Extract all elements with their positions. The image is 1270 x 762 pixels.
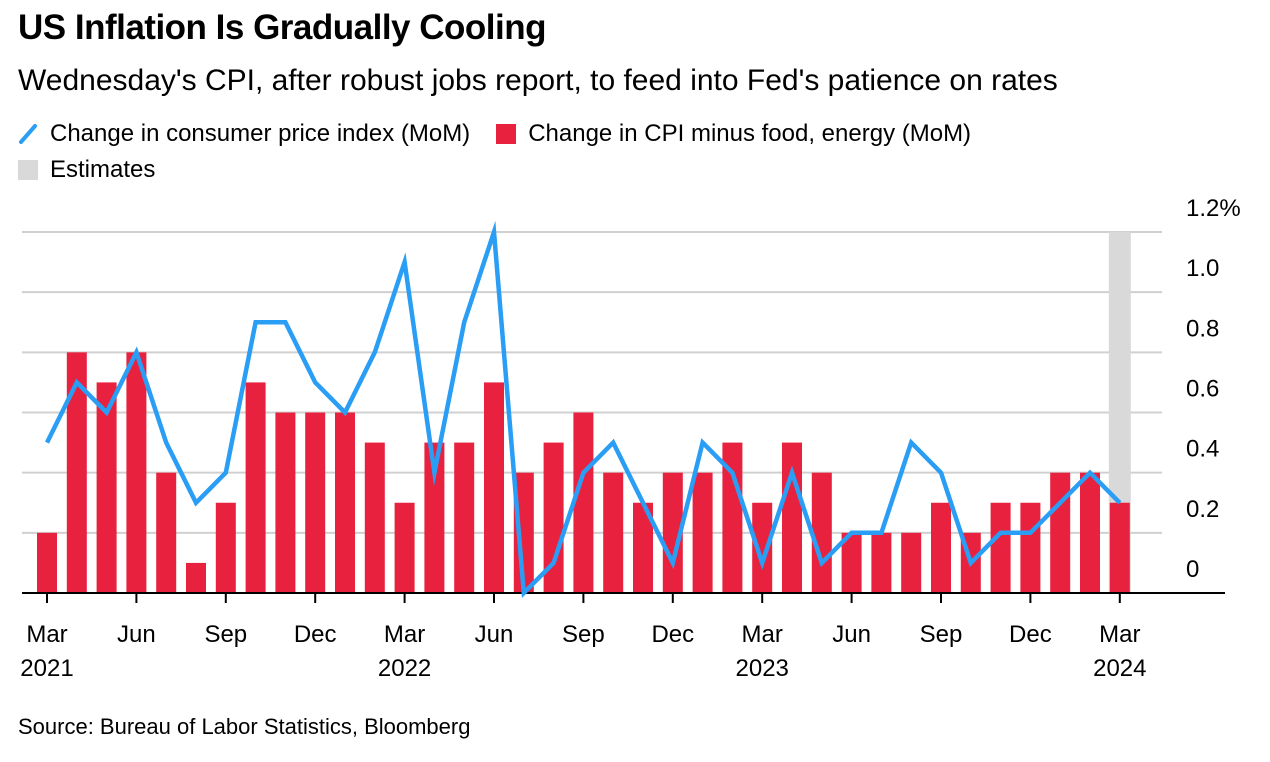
y-tick-label-5: 1.0 [1186, 255, 1219, 282]
x-tick-label-15: Jun [475, 621, 514, 648]
chart-subtitle: Wednesday's CPI, after robust jobs repor… [18, 64, 1058, 97]
bar-2023-04 [782, 442, 802, 593]
bar-2023-06 [841, 532, 862, 593]
bar-2022-06 [484, 382, 504, 593]
bar-2021-09 [215, 502, 236, 593]
bar-2021-04 [66, 352, 87, 593]
bar-2023-11 [990, 502, 1011, 593]
bar-2022-07 [513, 472, 534, 593]
x-tick-label-18: Sep [562, 621, 605, 648]
bar-2021-05 [96, 382, 117, 593]
y-tick-label-4: 0.8 [1186, 315, 1219, 342]
bar-2021-08 [186, 562, 206, 593]
y-tick-label-0: 0 [1186, 556, 1199, 583]
bar-2022-04 [424, 442, 445, 593]
bar-2023-09 [931, 502, 951, 593]
bar-2024-03 [1109, 502, 1130, 593]
bar-2023-02 [722, 442, 743, 593]
bar-2024-01 [1050, 472, 1071, 593]
x-year-label-2021: 2021 [20, 655, 73, 682]
chart-title: US Inflation Is Gradually Cooling [18, 8, 546, 47]
bar-2022-12 [662, 472, 683, 593]
x-tick-label-12: Mar [384, 621, 425, 648]
bar-2021-11 [275, 412, 296, 593]
legend-item-estimates: Estimates [18, 156, 155, 184]
x-year-label-2022: 2022 [378, 655, 431, 682]
x-tick-label-33: Dec [1009, 621, 1052, 648]
bar-2021-03 [37, 532, 57, 593]
bar-2023-08 [901, 532, 922, 593]
legend-label-estimates: Estimates [50, 156, 156, 183]
x-tick-label-6: Sep [204, 621, 247, 648]
legend-bar-swatch [496, 124, 517, 144]
legend-estimate-swatch [18, 160, 38, 180]
bar-2022-08 [543, 442, 564, 593]
bar-2021-07 [156, 472, 177, 593]
x-tick-label-0: Mar [26, 621, 67, 648]
line-series [44, 220, 1122, 599]
x-tick-label-36: Mar [1099, 621, 1140, 648]
y-axis-labels: 0 0.2 0.4 0.6 0.8 1.0 1.2% [1186, 195, 1241, 583]
legend-item-cpi: Change in consumer price index (MoM) [18, 120, 470, 148]
legend-line-swatch [19, 124, 37, 144]
bar-2021-06 [126, 352, 147, 593]
x-tick-label-27: Jun [832, 621, 871, 648]
x-tick-label-30: Sep [920, 621, 963, 648]
y-tick-label-2: 0.4 [1186, 436, 1219, 463]
y-tick-label-3: 0.6 [1186, 376, 1219, 403]
x-tick-label-24: Mar [742, 621, 783, 648]
bar-2022-11 [633, 502, 653, 593]
x-year-label-2024: 2024 [1093, 655, 1146, 682]
bar-2023-03 [752, 502, 773, 593]
x-tick-label-3: Jun [117, 621, 156, 648]
bar-2023-01 [692, 472, 713, 593]
legend: Change in consumer price index (MoM) Cha… [18, 116, 1258, 188]
y-tick-label-1: 0.2 [1186, 496, 1219, 523]
bar-2022-10 [603, 472, 624, 593]
x-year-label-2023: 2023 [736, 655, 789, 682]
bar-2022-09 [573, 412, 594, 593]
legend-label-cpi: Change in consumer price index (MoM) [50, 120, 471, 147]
legend-label-core: Change in CPI minus food, energy (MoM) [528, 120, 972, 147]
bar-2021-12 [305, 412, 326, 593]
bar-2023-07 [871, 532, 892, 593]
bar-2022-02 [364, 442, 385, 593]
bar-2022-05 [454, 442, 475, 593]
bar-2024-02 [1080, 472, 1100, 593]
bar-2023-12 [1020, 502, 1041, 593]
source-note: Source: Bureau of Labor Statistics, Bloo… [18, 714, 471, 739]
x-axis-labels: Mar 2021 Jun Sep Dec Mar 2022 Jun Sep Dec Mar 2023 J… [20, 621, 1146, 682]
legend-row-1: Change in consumer price index (MoM) Cha… [18, 116, 1258, 152]
x-axis [22, 592, 1225, 603]
x-tick-label-21: Dec [651, 621, 694, 648]
bar-2022-03 [394, 502, 415, 593]
bar-2021-10 [245, 382, 266, 593]
bar-2023-05 [811, 472, 832, 593]
legend-item-core: Change in CPI minus food, energy (MoM) [496, 120, 971, 148]
y-tick-label-6: 1.2% [1186, 195, 1241, 222]
x-tick-label-9: Dec [294, 621, 337, 648]
bar-series [37, 352, 1130, 593]
bar-2022-01 [335, 412, 355, 593]
legend-row-2: Estimates [18, 152, 1258, 188]
